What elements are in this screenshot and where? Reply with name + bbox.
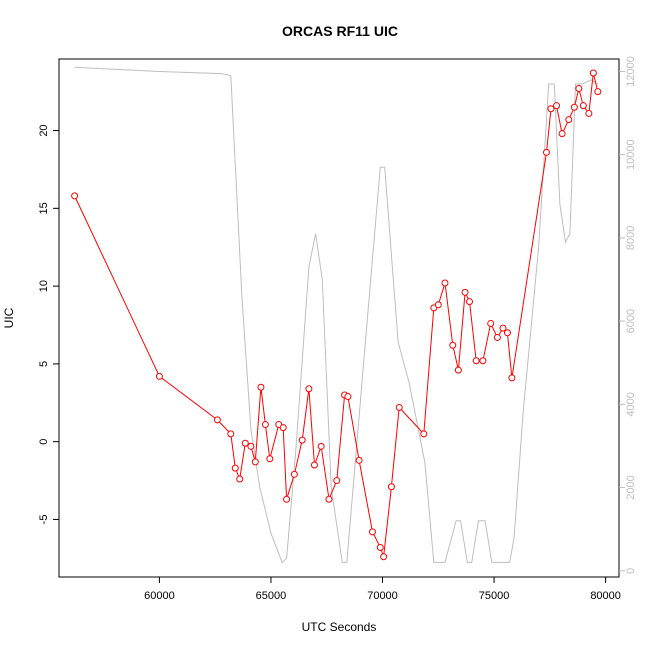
uic-data-point	[395, 403, 403, 411]
uic-data-point	[466, 298, 474, 306]
uic-data-point	[325, 495, 333, 503]
uic-data-point	[493, 333, 501, 341]
uic-data-point	[251, 458, 259, 466]
uic-data-point	[247, 442, 255, 450]
uic-data-point	[305, 385, 313, 393]
uic-data-point	[333, 477, 341, 485]
uic-data-point	[434, 301, 442, 309]
x-tick-label: 75000	[479, 590, 510, 602]
uic-data-point	[589, 69, 597, 77]
uic-data-point	[236, 475, 244, 483]
y2-tick-label: 2000	[625, 475, 637, 499]
x-axis-label: UTC Seconds	[302, 620, 377, 634]
y-tick-label: 0	[38, 439, 50, 445]
uic-data-point	[553, 102, 561, 110]
uic-data-point	[575, 85, 583, 93]
uic-data-point	[266, 455, 274, 463]
y2-tick-label: 12000	[625, 56, 637, 87]
uic-data-point	[487, 319, 495, 327]
uic-data-point	[461, 288, 469, 296]
uic-data-point	[71, 192, 79, 200]
y2-tick-label: 0	[625, 568, 637, 574]
secondary-y-axis: 0 2000 4000 6000 8000 10000 12000	[619, 56, 637, 574]
uic-data-point	[368, 528, 376, 536]
uic-data-point	[231, 464, 239, 472]
x-tick-label: 65000	[256, 590, 287, 602]
uic-data-point	[449, 341, 457, 349]
uic-series-line	[74, 72, 599, 557]
uic-data-point	[542, 148, 550, 156]
uic-data-point	[558, 130, 566, 138]
series-layer	[71, 66, 602, 564]
uic-data-point	[279, 424, 287, 432]
x-tick-label: 60000	[144, 590, 175, 602]
y-axis: -5 0 5 10 15 20	[38, 124, 59, 524]
x-axis: 60000 65000 70000 75000 80000	[144, 577, 621, 602]
uic-data-point	[420, 430, 428, 438]
uic-data-point	[317, 442, 325, 450]
uic-data-point	[310, 461, 318, 469]
uic-data-point	[155, 372, 163, 380]
uic-data-point	[508, 374, 516, 382]
y2-tick-label: 10000	[625, 139, 637, 170]
uic-data-point	[290, 470, 298, 478]
uic-data-point	[387, 483, 395, 491]
uic-data-point	[257, 383, 265, 391]
y-tick-label: 15	[38, 202, 50, 214]
uic-data-point	[585, 109, 593, 117]
uic-data-point	[472, 357, 480, 365]
uic-data-point	[499, 324, 507, 332]
uic-data-point	[241, 439, 249, 447]
y-tick-label: 20	[38, 124, 50, 136]
uic-data-point	[376, 543, 384, 551]
plot-frame	[58, 58, 620, 578]
uic-data-point	[570, 103, 578, 111]
uic-data-point	[213, 416, 221, 424]
uic-data-point	[298, 436, 306, 444]
x-tick-label: 70000	[367, 590, 398, 602]
uic-data-point	[441, 279, 449, 287]
uic-data-point	[344, 393, 352, 401]
uic-data-point	[579, 102, 587, 110]
x-tick-label: 80000	[590, 590, 621, 602]
secondary-series-line	[74, 66, 599, 564]
uic-data-point	[565, 116, 573, 124]
y-axis-label: UIC	[2, 307, 16, 328]
y2-tick-label: 8000	[625, 226, 637, 250]
uic-data-point	[547, 105, 555, 113]
uic-data-point	[261, 421, 269, 429]
uic-data-point	[227, 430, 235, 438]
chart-title: ORCAS RF11 UIC	[282, 23, 398, 39]
uic-data-point	[355, 456, 363, 464]
uic-data-point	[283, 495, 291, 503]
uic-data-point	[594, 88, 602, 96]
y-tick-label: 5	[38, 361, 50, 367]
y-tick-label: -5	[38, 515, 50, 525]
y-tick-label: 10	[38, 280, 50, 292]
uic-data-point	[380, 553, 388, 561]
uic-data-point	[454, 366, 462, 374]
y2-tick-label: 4000	[625, 392, 637, 416]
uic-data-point	[503, 329, 511, 337]
uic-data-point	[479, 357, 487, 365]
y2-tick-label: 6000	[625, 309, 637, 333]
